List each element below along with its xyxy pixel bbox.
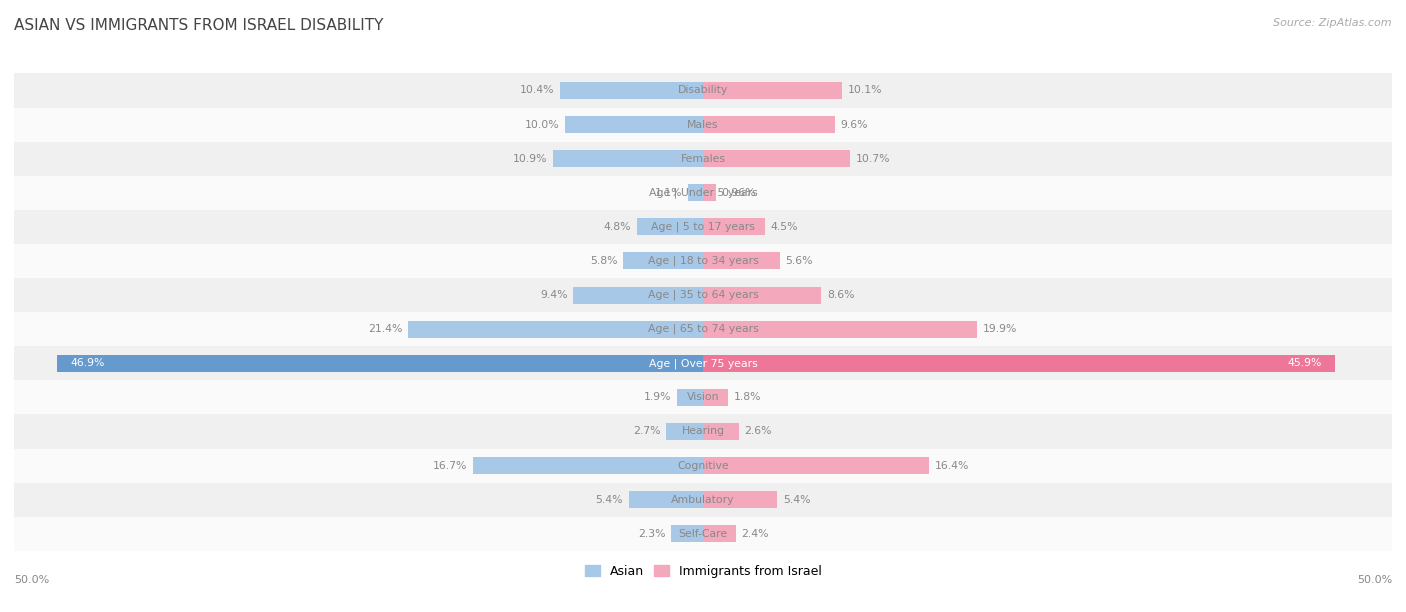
Text: Age | 35 to 64 years: Age | 35 to 64 years xyxy=(648,290,758,300)
Bar xyxy=(703,355,1336,371)
Text: 4.8%: 4.8% xyxy=(603,222,631,232)
Text: 5.6%: 5.6% xyxy=(786,256,813,266)
Text: 1.1%: 1.1% xyxy=(655,188,682,198)
Bar xyxy=(14,483,1392,517)
Bar xyxy=(14,312,1392,346)
Bar xyxy=(623,252,703,269)
Text: 16.4%: 16.4% xyxy=(935,461,969,471)
Text: 0.96%: 0.96% xyxy=(721,188,756,198)
Text: Cognitive: Cognitive xyxy=(678,461,728,471)
Text: Hearing: Hearing xyxy=(682,427,724,436)
Text: Vision: Vision xyxy=(686,392,720,402)
Text: 9.4%: 9.4% xyxy=(540,290,568,300)
Bar xyxy=(628,491,703,508)
Bar xyxy=(56,355,703,371)
Bar xyxy=(703,116,835,133)
Bar xyxy=(14,449,1392,483)
Bar xyxy=(703,423,738,440)
Text: 10.1%: 10.1% xyxy=(848,86,882,95)
Bar xyxy=(666,423,703,440)
Bar xyxy=(14,244,1392,278)
Bar xyxy=(688,184,703,201)
Bar xyxy=(703,184,716,201)
Text: 21.4%: 21.4% xyxy=(368,324,402,334)
Bar xyxy=(703,491,778,508)
Bar xyxy=(14,141,1392,176)
Bar xyxy=(14,346,1392,380)
Bar xyxy=(703,389,728,406)
Bar xyxy=(14,414,1392,449)
Text: 1.9%: 1.9% xyxy=(644,392,671,402)
Bar xyxy=(14,73,1392,108)
Bar xyxy=(14,517,1392,551)
Text: 10.0%: 10.0% xyxy=(524,119,560,130)
Text: 10.7%: 10.7% xyxy=(856,154,890,163)
Bar xyxy=(560,82,703,99)
Legend: Asian, Immigrants from Israel: Asian, Immigrants from Israel xyxy=(579,560,827,583)
Text: 5.4%: 5.4% xyxy=(783,494,810,505)
Text: Age | Under 5 years: Age | Under 5 years xyxy=(648,187,758,198)
Text: 16.7%: 16.7% xyxy=(433,461,467,471)
Text: 10.4%: 10.4% xyxy=(520,86,554,95)
Bar xyxy=(637,218,703,236)
Bar xyxy=(703,321,977,338)
Text: 46.9%: 46.9% xyxy=(70,358,105,368)
Text: Females: Females xyxy=(681,154,725,163)
Text: 2.4%: 2.4% xyxy=(741,529,769,539)
Bar xyxy=(14,210,1392,244)
Text: 5.8%: 5.8% xyxy=(591,256,617,266)
Bar xyxy=(14,176,1392,210)
Bar xyxy=(671,525,703,542)
Text: Age | 5 to 17 years: Age | 5 to 17 years xyxy=(651,222,755,232)
Bar xyxy=(703,525,737,542)
Text: 50.0%: 50.0% xyxy=(14,575,49,584)
Bar xyxy=(703,218,765,236)
Bar xyxy=(553,150,703,167)
Bar xyxy=(14,108,1392,141)
Bar xyxy=(703,286,821,304)
Bar xyxy=(703,457,929,474)
Bar xyxy=(703,150,851,167)
Text: 50.0%: 50.0% xyxy=(1357,575,1392,584)
Text: Disability: Disability xyxy=(678,86,728,95)
Text: 1.8%: 1.8% xyxy=(734,392,761,402)
Text: Age | 65 to 74 years: Age | 65 to 74 years xyxy=(648,324,758,334)
Bar xyxy=(14,380,1392,414)
Bar xyxy=(408,321,703,338)
Text: 8.6%: 8.6% xyxy=(827,290,855,300)
Bar xyxy=(574,286,703,304)
Bar xyxy=(14,278,1392,312)
Bar xyxy=(703,82,842,99)
Text: 2.3%: 2.3% xyxy=(638,529,666,539)
Bar xyxy=(676,389,703,406)
Text: Self-Care: Self-Care xyxy=(679,529,727,539)
Text: 4.5%: 4.5% xyxy=(770,222,799,232)
Text: Source: ZipAtlas.com: Source: ZipAtlas.com xyxy=(1274,18,1392,28)
Text: 2.7%: 2.7% xyxy=(633,427,661,436)
Text: ASIAN VS IMMIGRANTS FROM ISRAEL DISABILITY: ASIAN VS IMMIGRANTS FROM ISRAEL DISABILI… xyxy=(14,18,384,34)
Bar xyxy=(472,457,703,474)
Text: 10.9%: 10.9% xyxy=(513,154,547,163)
Bar xyxy=(703,252,780,269)
Text: 2.6%: 2.6% xyxy=(744,427,772,436)
Text: Males: Males xyxy=(688,119,718,130)
Text: Age | Over 75 years: Age | Over 75 years xyxy=(648,358,758,368)
Text: 5.4%: 5.4% xyxy=(596,494,623,505)
Bar xyxy=(565,116,703,133)
Text: Age | 18 to 34 years: Age | 18 to 34 years xyxy=(648,256,758,266)
Text: Ambulatory: Ambulatory xyxy=(671,494,735,505)
Text: 45.9%: 45.9% xyxy=(1288,358,1322,368)
Text: 9.6%: 9.6% xyxy=(841,119,869,130)
Text: 19.9%: 19.9% xyxy=(983,324,1017,334)
